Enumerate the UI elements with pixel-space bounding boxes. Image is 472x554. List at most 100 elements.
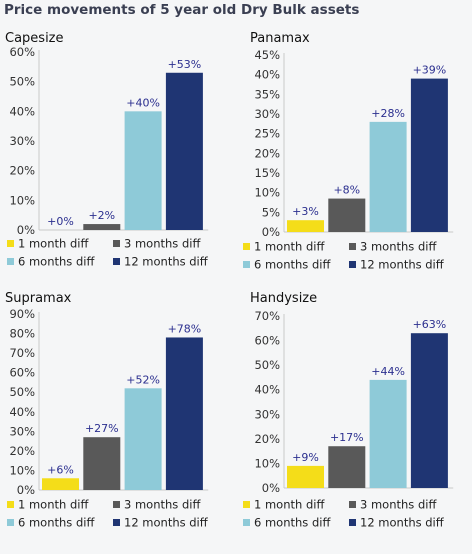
y-tick-label: 70% xyxy=(254,309,280,323)
y-tick-label: 30% xyxy=(254,407,280,421)
legend-label: 1 month diff xyxy=(254,240,325,254)
data-label: +44% xyxy=(371,365,405,378)
legend-swatch xyxy=(7,501,14,508)
chart-title: Panamax xyxy=(250,31,310,46)
y-tick-label: 10% xyxy=(9,193,35,207)
y-tick-label: 10% xyxy=(254,456,280,470)
data-label: +39% xyxy=(413,64,447,77)
bar-6-months-diff xyxy=(124,111,162,230)
chart-panamax: Panamax 0% 5% 10% 15% 20% 25% 30% 35% 40% 45% +3% +8… xyxy=(243,31,454,272)
chart-supramax: Supramax 0% 10% 20% 30% 40% 50% 60% 70% 80% 90% +6%… xyxy=(5,291,209,530)
y-tick-label: 40% xyxy=(254,68,280,82)
legend-label: 12 months diff xyxy=(124,516,209,530)
data-label: +17% xyxy=(330,431,364,444)
legend-swatch xyxy=(113,240,120,247)
bar-3-months-diff xyxy=(83,224,121,230)
legend-label: 3 months diff xyxy=(124,498,201,512)
data-label: +28% xyxy=(371,107,405,120)
y-tick-label: 0% xyxy=(17,483,35,497)
data-label: +9% xyxy=(292,451,319,464)
y-tick-label: 90% xyxy=(9,307,35,321)
data-label: +78% xyxy=(168,322,202,335)
y-tick-label: 40% xyxy=(254,383,280,397)
y-tick-label: 20% xyxy=(254,432,280,446)
y-tick-label: 60% xyxy=(9,45,35,59)
legend-swatch xyxy=(349,519,356,526)
legend-swatch xyxy=(349,261,356,268)
legend: 1 month diff 3 months diff 6 months diff 12… xyxy=(7,498,209,530)
legend-swatch xyxy=(113,258,120,265)
y-tick-label: 0% xyxy=(262,225,280,239)
bar-3-months-diff xyxy=(328,198,366,232)
y-tick-label: 60% xyxy=(254,334,280,348)
data-label: +52% xyxy=(126,373,160,386)
legend-label: 3 months diff xyxy=(360,498,437,512)
y-tick-label: 0% xyxy=(17,223,35,237)
chart-capesize: Capesize 0% 10% 20% 30% 40% 50% 60% +0% +2% +40% +5… xyxy=(5,31,209,269)
bar-3-months-diff xyxy=(83,437,121,490)
legend-swatch xyxy=(243,519,250,526)
y-tick-label: 80% xyxy=(9,327,35,341)
legend: 1 month diff 3 months diff 6 months diff 12… xyxy=(243,240,445,272)
legend-label: 6 months diff xyxy=(18,255,95,269)
legend-label: 3 months diff xyxy=(360,240,437,254)
legend-swatch xyxy=(7,258,14,265)
y-tick-label: 40% xyxy=(9,104,35,118)
y-tick-label: 70% xyxy=(9,346,35,360)
legend: 1 month diff 3 months diff 6 months diff 12… xyxy=(243,498,445,530)
legend-label: 6 months diff xyxy=(254,516,331,530)
legend-label: 12 months diff xyxy=(360,516,445,530)
data-label: +3% xyxy=(292,205,319,218)
legend: 1 month diff 3 months diff 6 months diff 12… xyxy=(7,237,209,269)
bar-6-months-diff xyxy=(369,379,407,488)
legend-swatch xyxy=(349,243,356,250)
bar-12-months-diff xyxy=(165,72,203,231)
y-tick-label: 50% xyxy=(9,75,35,89)
y-tick-label: 35% xyxy=(254,87,280,101)
y-tick-label: 45% xyxy=(254,48,280,62)
bar-6-months-diff xyxy=(369,121,407,232)
legend-swatch xyxy=(7,240,14,247)
y-tick-label: 10% xyxy=(254,186,280,200)
legend-label: 1 month diff xyxy=(18,237,89,251)
y-tick-label: 50% xyxy=(9,385,35,399)
legend-swatch xyxy=(113,519,120,526)
legend-label: 1 month diff xyxy=(18,498,89,512)
chart-title: Handysize xyxy=(250,291,317,306)
y-tick-label: 60% xyxy=(9,366,35,380)
y-tick-label: 20% xyxy=(254,146,280,160)
y-tick-label: 50% xyxy=(254,358,280,372)
y-tick-label: 25% xyxy=(254,127,280,141)
y-tick-label: 20% xyxy=(9,164,35,178)
main-title: Price movements of 5 year old Dry Bulk a… xyxy=(4,2,360,18)
data-label: +27% xyxy=(85,422,119,435)
legend-label: 12 months diff xyxy=(124,255,209,269)
legend-swatch xyxy=(349,501,356,508)
y-tick-label: 30% xyxy=(254,107,280,121)
y-tick-label: 20% xyxy=(9,444,35,458)
y-tick-label: 40% xyxy=(9,405,35,419)
bar-12-months-diff xyxy=(165,337,203,490)
data-label: +0% xyxy=(47,215,74,228)
bar-3-months-diff xyxy=(328,446,366,488)
chart-title: Supramax xyxy=(5,291,72,306)
data-label: +2% xyxy=(88,209,115,222)
bar-1-month-diff xyxy=(287,220,324,232)
legend-swatch xyxy=(243,261,250,268)
bar-12-months-diff xyxy=(410,78,448,232)
chart-handysize: Handysize 0% 10% 20% 30% 40% 50% 60% 70% +9% +17% +… xyxy=(243,291,454,530)
y-tick-label: 30% xyxy=(9,424,35,438)
legend-swatch xyxy=(113,501,120,508)
y-tick-label: 5% xyxy=(262,205,280,219)
bar-1-month-diff xyxy=(287,465,324,488)
data-label: +6% xyxy=(47,463,74,476)
chart-title: Capesize xyxy=(5,31,64,46)
bar-6-months-diff xyxy=(124,388,162,490)
data-label: +53% xyxy=(168,58,202,71)
bar-12-months-diff xyxy=(410,333,448,488)
legend-label: 3 months diff xyxy=(124,237,201,251)
legend-label: 6 months diff xyxy=(18,516,95,530)
legend-swatch xyxy=(243,501,250,508)
